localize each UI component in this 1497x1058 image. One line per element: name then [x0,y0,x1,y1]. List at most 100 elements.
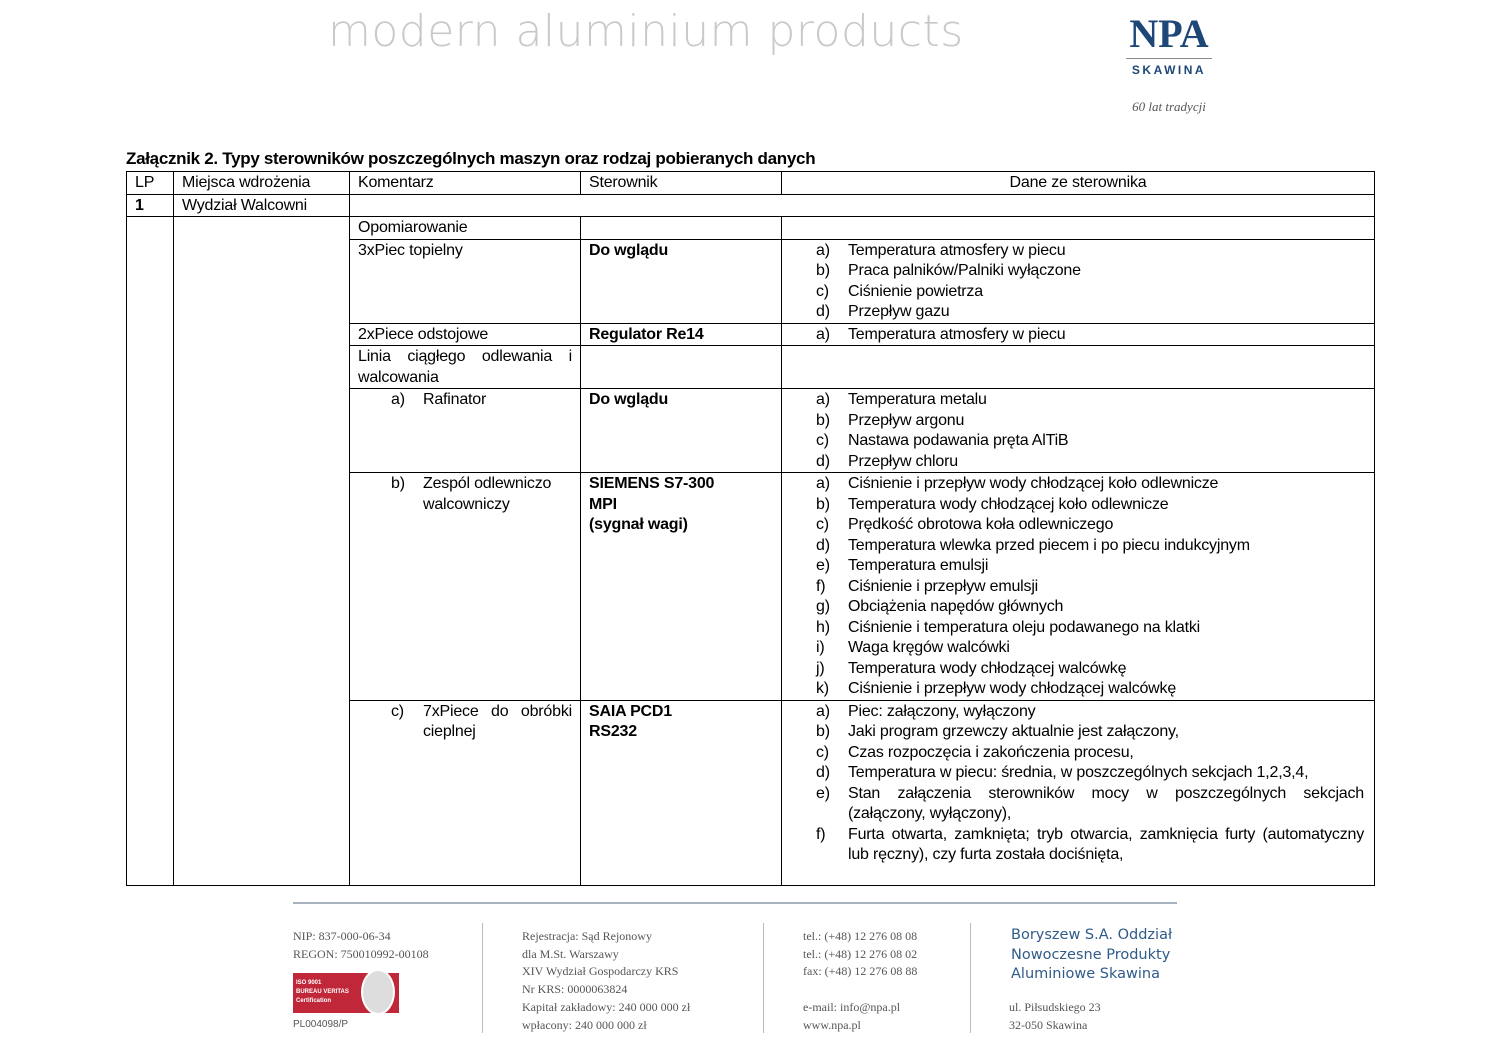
item-letter: a) [816,325,830,343]
registration-line: Kapitał zakładowy: 240 000 000 zł [522,999,691,1014]
item-letter: d) [816,303,830,320]
footer-registration: Rejestracja: Sąd Rejonowy dla M.St. Warsz… [522,928,690,1034]
regon: REGON: 750010992-00108 [293,946,429,961]
item-letter: f) [816,577,826,595]
data-item: d) Temperatura wlewka przed piecem i po p… [816,536,1364,557]
logo-divider [1126,58,1212,59]
comment-cell: Linia ciągłego odlewania i walcowania [349,345,581,389]
comment-cell: 2xPiece odstojowe [349,322,581,346]
controller-cell: Regulator Re14 [580,322,782,346]
data-item: i) Waga kręgów walcówki [816,638,1364,659]
cert-line: BUREAU VERITAS [296,989,349,995]
department-cell [173,216,350,886]
address-line: 32-050 Skawina [1009,1017,1088,1032]
item-letter: d) [816,764,830,781]
table-row: Opomiarowanie [126,216,1375,886]
item-text: Ciśnienie i przepływ emulsji [848,577,1039,595]
item-letter: a) [816,241,830,259]
comment-cell: c) 7xPiece do obróbki cieplnej [349,699,581,886]
table-row: a) Rafinator Do wglądu a) Temperatura metalu… [127,388,1375,473]
department-row: 1 Wydział Walcowni [126,193,1375,217]
data-item: a) Temperatura atmosfery w piecu [816,241,1364,262]
comment-cell: b) Zespól odlewniczo walcowniczy [349,472,581,701]
controller-cell: Do wglądu [580,388,782,473]
data-item: a) Ciśnienie i przepływ wody chłodzącej k… [816,474,1364,495]
item-letter: j) [816,659,825,677]
item-letter: h) [816,618,830,636]
item-letter: c) [816,516,829,533]
table-row: 3xPiec topielny Do wglądu a) Temperatura at… [127,238,1375,324]
registration-line: Rejestracja: Sąd Rejonowy [522,929,652,943]
footer-contact: tel.: (+48) 12 276 08 08 tel.: (+48) 12 2… [803,928,917,1034]
table-row: b) Zespól odlewniczo walcowniczy SIEMENS S… [127,472,1375,701]
item-letter: i) [816,639,825,656]
item-letter: d) [816,452,830,470]
footer-separator [482,923,483,1033]
data-item: e) Temperatura emulsji [816,556,1364,577]
comment-text: 3xPiec topielny [358,241,463,259]
data-item: a) Temperatura atmosfery w piecu [816,325,1364,346]
header-data: Dane ze sterownika [781,171,1375,195]
cert-number: PL004098/P [293,1019,349,1030]
item-text: Temperatura wody chłodzącej koło odlewni… [848,495,1169,513]
item-text: Ciśnienie i przepływ wody chłodzącej wal… [848,680,1177,697]
data-item: c) Nastawa podawania pręta AlTiB [816,431,1364,452]
footer-divider [293,902,1177,904]
item-text: Praca palników/Palniki wyłączone [848,262,1081,279]
item-text: Temperatura atmosfery w piecu [848,241,1066,259]
table-header-row: LP Miejsca wdrożenia Komentarz Sterownik… [126,171,1375,195]
controller-line: SAIA PCD1 [589,702,672,720]
controller-line: SIEMENS S7-300 [589,475,715,492]
bureau-veritas-badge: ISO 9001 BUREAU VERITAS Certification [293,969,399,1015]
empty-cell [349,193,1375,217]
header-controller: Sterownik [580,171,782,195]
nip: NIP: 837-000-06-34 [293,929,391,943]
controller-line: (sygnał wagi) [589,516,688,533]
contact-line: www.npa.pl [803,1017,861,1032]
registration-line: Nr KRS: 0000063824 [522,982,628,997]
company-address: ul. Piłsudskiego 23 32-050 Skawina [1009,999,1101,1034]
data-cell: a) Temperatura atmosfery w piecu [781,322,1375,346]
item-text: Piec: załączony, wyłączony [848,702,1036,720]
controller-line: Regulator Re14 [589,325,704,343]
item-text: Zespól odlewniczo walcowniczy [423,475,552,513]
contact-line: tel.: (+48) 12 276 08 02 [803,946,918,961]
item-letter: b) [816,411,830,429]
cert-line: Certification [296,998,332,1004]
logo-text: NPA [1129,11,1209,56]
item-letter: b) [816,262,830,279]
lp-cell [126,216,174,886]
item-letter: a) [816,702,830,720]
data-cell: a) Temperatura atmosfery w piecu b) Praca p… [781,238,1375,324]
comment-text: 2xPiece odstojowe [358,325,489,343]
tagline: modern aluminium products [328,6,964,57]
item-letter: c) [816,432,829,449]
comment-cell: Opomiarowanie [349,216,581,240]
table-row: c) 7xPiece do obróbki cieplnej SAIA PCD1 RS… [127,699,1375,886]
seal-icon [361,969,395,1015]
item-text: Nastawa podawania pręta AlTiB [848,432,1069,449]
item-letter: c) [391,702,404,720]
item-letter: k) [816,680,829,697]
item-text: 7xPiece do obróbki cieplnej [423,702,572,741]
data-item: k) Ciśnienie i przepływ wody chłodzącej w… [816,679,1364,700]
npa-logo: NPA SKAWINA 60 lat tradycji [1124,14,1214,115]
header-comment: Komentarz [349,171,581,195]
controller-cell [580,216,782,240]
controllers-table: LP Miejsca wdrożenia Komentarz Sterownik… [126,171,1375,886]
item-letter: e) [816,784,830,802]
data-item: a) Piec: załączony, wyłączony [816,702,1364,723]
address-line: ul. Piłsudskiego 23 [1009,1000,1101,1014]
data-item: c) Prędkość obrotowa koła odlewniczego [816,515,1364,536]
controller-line: MPI [589,495,617,513]
item-text: Przepływ gazu [848,303,950,320]
item-letter: f) [816,825,826,843]
item-letter: e) [816,557,830,574]
contact-line [803,981,917,999]
item-text: Temperatura emulsji [848,557,989,574]
cert-line: ISO 9001 [296,980,322,986]
data-item: b) Praca palników/Palniki wyłączone [816,261,1364,282]
data-item: d) Przepływ gazu [816,302,1364,323]
logo-sub: SKAWINA [1131,63,1207,77]
item-letter: a) [391,391,405,408]
